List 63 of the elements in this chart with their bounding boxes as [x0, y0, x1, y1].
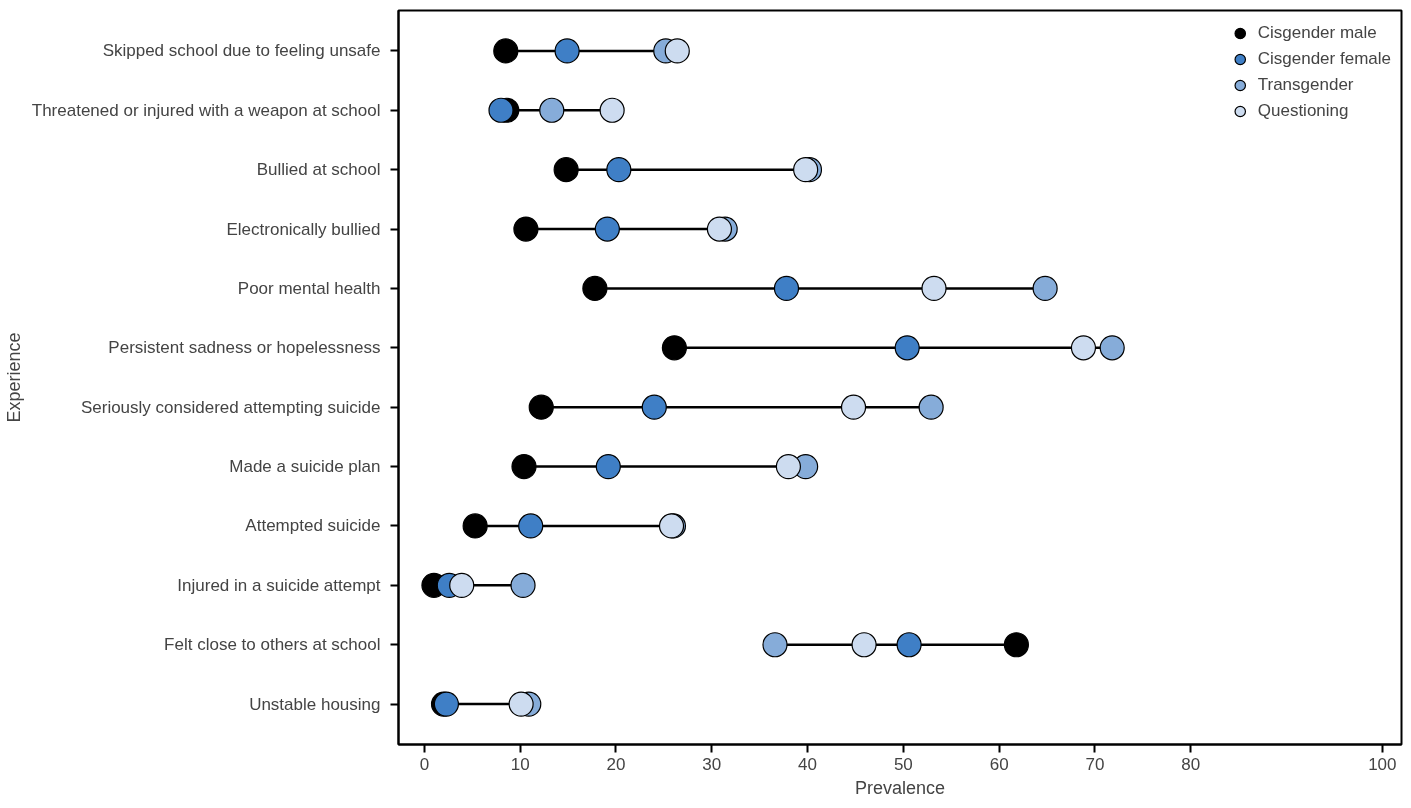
point — [918, 394, 944, 420]
point — [528, 394, 554, 420]
point — [1032, 275, 1058, 301]
point — [511, 454, 537, 480]
point — [539, 97, 565, 123]
y-tick-label: Seriously considered attempting suicide — [80, 397, 381, 417]
point — [594, 216, 620, 242]
point — [513, 216, 539, 242]
point — [921, 275, 947, 301]
x-tick-label: 70 — [1085, 754, 1105, 774]
y-tick-label: Attempted suicide — [245, 516, 381, 536]
x-tick-label: 50 — [893, 754, 913, 774]
x-tick-label: 80 — [1181, 754, 1201, 774]
x-axis-title: Prevalence — [854, 777, 946, 798]
y-axis-title: Experience — [3, 332, 24, 423]
point — [1099, 335, 1125, 361]
y-tick-label: Poor mental health — [237, 278, 381, 298]
point — [508, 691, 534, 717]
y-tick-label: Electronically bullied — [226, 219, 381, 239]
point — [595, 454, 621, 480]
x-tick-label: 60 — [989, 754, 1009, 774]
y-tick-label: Bullied at school — [256, 160, 381, 180]
point — [775, 454, 801, 480]
point — [851, 632, 877, 658]
point — [896, 632, 922, 658]
point — [762, 632, 788, 658]
x-tick-label: 20 — [606, 754, 626, 774]
point — [553, 157, 579, 183]
point — [773, 275, 800, 301]
point — [599, 97, 625, 123]
x-tick-label: 30 — [702, 754, 722, 774]
x-tick-label: 10 — [510, 754, 530, 774]
point — [518, 513, 544, 539]
legend-label: Cisgender male — [1257, 23, 1377, 43]
point — [706, 216, 733, 242]
y-tick-label: Threatened or injured with a weapon at school — [31, 100, 381, 120]
point — [554, 38, 580, 64]
point — [894, 335, 920, 361]
point — [493, 38, 519, 64]
point — [488, 97, 514, 123]
legend-label: Questioning — [1257, 101, 1349, 121]
point — [462, 513, 488, 539]
point — [1003, 632, 1029, 658]
point — [840, 394, 867, 420]
legend-label: Transgender — [1257, 75, 1354, 95]
y-tick-label: Unstable housing — [249, 694, 381, 714]
y-tick-label: Made a suicide plan — [229, 457, 381, 477]
point — [582, 275, 608, 301]
x-tick-label: 40 — [798, 754, 818, 774]
y-tick-label: Felt close to others at school — [164, 635, 381, 655]
x-tick-label: 0 — [419, 754, 430, 774]
point — [664, 38, 690, 64]
point — [641, 394, 667, 420]
x-tick-label: 100 — [1368, 754, 1397, 774]
y-tick-label: Persistent sadness or hopelessness — [108, 338, 381, 358]
y-tick-label: Injured in a suicide attempt — [177, 575, 381, 595]
point — [510, 572, 536, 598]
point — [449, 572, 475, 598]
legend-label: Cisgender female — [1257, 49, 1391, 69]
point — [661, 335, 687, 361]
point — [1070, 335, 1097, 361]
y-tick-label: Skipped school due to feeling unsafe — [102, 41, 381, 61]
point — [606, 157, 632, 183]
